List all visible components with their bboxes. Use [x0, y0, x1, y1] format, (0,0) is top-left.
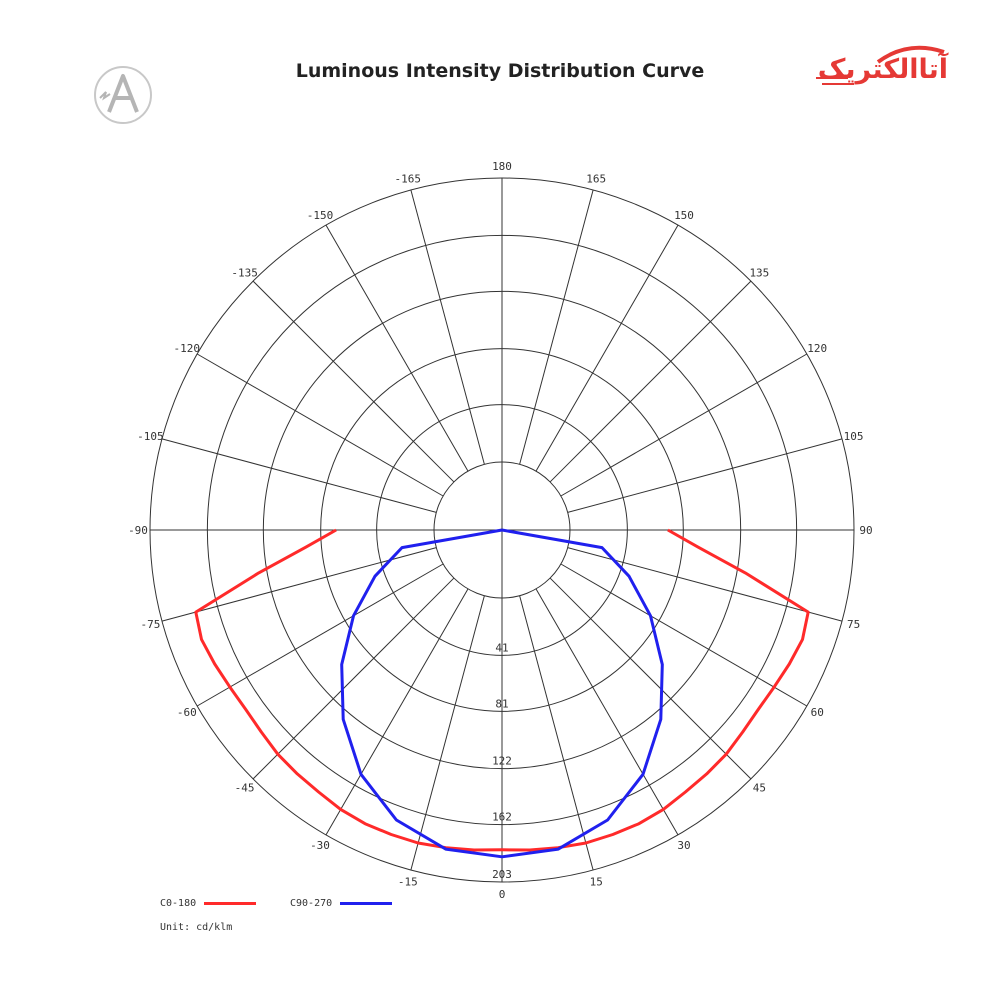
- angle-label: -120: [174, 342, 201, 355]
- spoke-line: [535, 224, 679, 472]
- spoke-line: [161, 438, 437, 513]
- polar-grid: [149, 177, 855, 883]
- spoke-line: [325, 588, 469, 836]
- angle-label: 75: [847, 618, 860, 631]
- spoke-line: [549, 577, 752, 780]
- spoke-line: [325, 224, 469, 472]
- spoke-line: [161, 547, 437, 622]
- watermark-logo: [92, 64, 154, 126]
- series-curve-c0-180: [194, 528, 810, 852]
- legend: C0-180 C90-270 Unit: cd/klm: [160, 894, 560, 944]
- spoke-line: [549, 280, 752, 483]
- polar-labels: 4181122162203180165150135120105907560453…: [128, 160, 873, 901]
- angle-label: 135: [749, 267, 769, 280]
- angle-label: -165: [395, 172, 422, 185]
- spoke-line: [519, 189, 594, 465]
- spoke-line: [560, 563, 808, 707]
- angle-label: 45: [753, 781, 766, 794]
- spoke-line: [196, 563, 444, 707]
- spoke-line: [196, 353, 444, 497]
- legend-item-c0-180: C0-180: [160, 898, 257, 909]
- radial-ring: [206, 234, 798, 826]
- inner-circle: [433, 461, 571, 599]
- legend-swatch-c0-180: [204, 902, 257, 905]
- atra-logo-icon: [94, 66, 152, 124]
- legend-swatch-c90-270: [340, 902, 393, 905]
- spoke-line: [567, 438, 843, 513]
- angle-label: -60: [177, 706, 197, 719]
- radial-ring: [149, 177, 855, 883]
- angle-label: 0: [499, 888, 506, 901]
- spoke-line: [252, 280, 455, 483]
- angle-label: 180: [492, 160, 512, 173]
- angle-label: 30: [677, 839, 690, 852]
- angle-label: -150: [307, 209, 334, 222]
- angle-label: -105: [137, 430, 164, 443]
- angle-label: 165: [586, 172, 606, 185]
- spoke-line: [252, 577, 455, 780]
- radial-tick-label: 203: [492, 868, 512, 881]
- spoke-line: [410, 595, 485, 871]
- angle-label: 60: [811, 706, 824, 719]
- angle-label: -30: [310, 839, 330, 852]
- chart-title: Luminous Intensity Distribution Curve: [295, 60, 705, 82]
- angle-label: 150: [674, 209, 694, 222]
- radial-ring: [262, 290, 742, 770]
- radial-tick-label: 81: [495, 697, 508, 710]
- radial-tick-label: 41: [495, 641, 508, 654]
- spoke-line: [560, 353, 808, 497]
- legend-label-c90-270: C90-270: [290, 898, 333, 909]
- angle-label: 120: [807, 342, 827, 355]
- unit-label: Unit: cd/klm: [160, 922, 233, 933]
- legend-item-c90-270: C90-270: [290, 898, 393, 909]
- angle-label: 90: [859, 524, 872, 537]
- spoke-line: [410, 189, 485, 465]
- legend-label-c0-180: C0-180: [160, 898, 197, 909]
- angle-label: -75: [140, 618, 160, 631]
- spoke-line: [519, 595, 594, 871]
- radial-ring: [376, 404, 628, 656]
- radial-tick-label: 122: [492, 755, 512, 768]
- intensity-curves: [194, 528, 810, 859]
- radial-tick-label: 162: [492, 811, 512, 824]
- spoke-line: [567, 547, 843, 622]
- angle-label: 105: [844, 430, 864, 443]
- brand-logo: آتاالکتریک: [808, 40, 958, 100]
- series-curve-c90-270: [340, 528, 664, 859]
- angle-label: 15: [590, 876, 603, 889]
- radial-ring: [320, 348, 684, 712]
- spoke-line: [535, 588, 679, 836]
- angle-label: -45: [235, 781, 255, 794]
- brand-swoosh-icon: [816, 45, 945, 85]
- brand-logo-text: آتاالکتریک: [817, 54, 948, 85]
- angle-label: -15: [398, 876, 418, 889]
- angle-label: -135: [231, 267, 258, 280]
- angle-label: -90: [128, 524, 148, 537]
